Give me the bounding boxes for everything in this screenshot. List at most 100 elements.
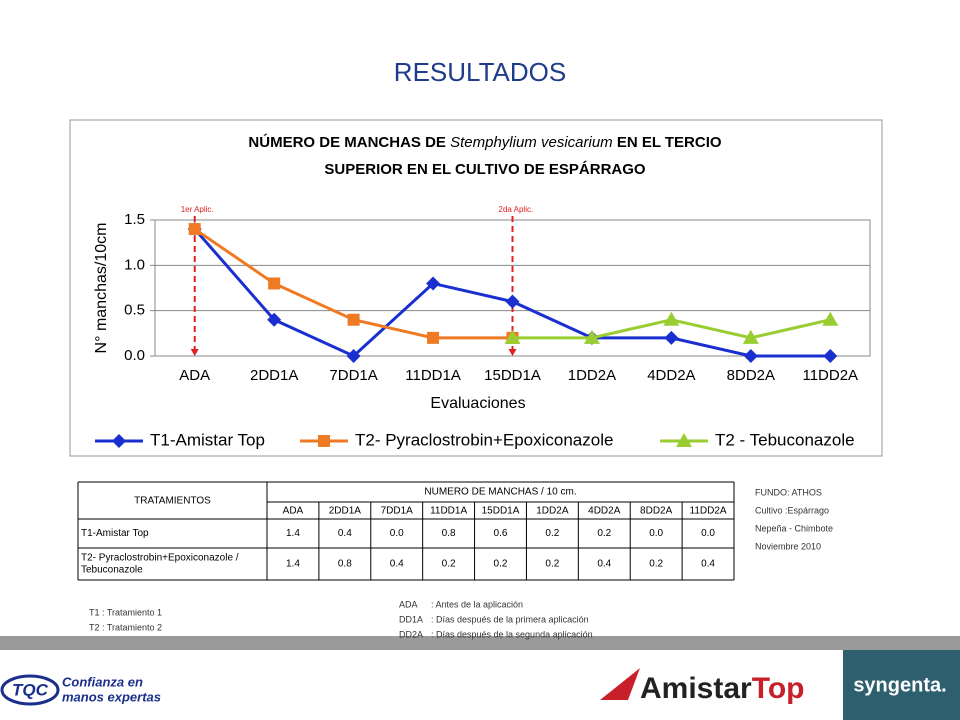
column-header: 1DD2A bbox=[536, 506, 569, 517]
marker bbox=[112, 434, 126, 448]
table-cell: 0.2 bbox=[442, 559, 456, 570]
y-axis-label: N° manchas/10cm bbox=[93, 223, 110, 354]
column-header: 8DD2A bbox=[640, 506, 673, 517]
title-part: NÚMERO DE MANCHAS DE bbox=[248, 133, 450, 151]
table-header: TRATAMIENTOS bbox=[134, 496, 211, 507]
table-cell: 0.2 bbox=[545, 528, 559, 539]
treatment-note: T2 : Tratamiento 2 bbox=[89, 622, 162, 632]
table-cell: 1.4 bbox=[286, 559, 300, 570]
marker bbox=[426, 276, 441, 291]
footer-bar bbox=[0, 636, 960, 650]
x-tick-label: 11DD1A bbox=[405, 367, 461, 384]
y-tick-label: 1.5 bbox=[124, 211, 145, 228]
row-label: T1-Amistar Top bbox=[81, 528, 149, 539]
column-header: 7DD1A bbox=[381, 506, 414, 517]
x-tick-label: ADA bbox=[179, 367, 210, 384]
product-logo bbox=[600, 668, 640, 700]
legend-label: T2- Pyraclostrobin+Epoxiconazole bbox=[355, 430, 613, 449]
title-part: Stemphylium vesicarium bbox=[450, 134, 613, 151]
marker bbox=[583, 329, 600, 344]
abbreviation: DD2A bbox=[399, 629, 423, 639]
slide-title: RESULTADOS bbox=[394, 57, 566, 87]
column-header: 4DD2A bbox=[588, 506, 621, 517]
table-cell: 0.0 bbox=[390, 528, 404, 539]
table-cell: 0.4 bbox=[701, 559, 715, 570]
marker bbox=[505, 294, 520, 309]
product-part: Top bbox=[752, 672, 805, 705]
tqc: TQC bbox=[12, 680, 49, 699]
table-cell: 0.8 bbox=[338, 559, 352, 570]
table-cell: 0.0 bbox=[701, 528, 715, 539]
table-cell: 0.0 bbox=[649, 528, 663, 539]
marker bbox=[676, 433, 692, 447]
title-part: EN EL TERCIO bbox=[613, 134, 722, 151]
x-tick-label: 4DD2A bbox=[647, 367, 695, 384]
y-tick-label: 1.0 bbox=[124, 256, 145, 273]
table-cell: 0.2 bbox=[649, 559, 663, 570]
product: AmistarTop bbox=[640, 672, 804, 705]
column-header: 15DD1A bbox=[482, 506, 520, 517]
brand: syngenta. bbox=[853, 674, 946, 696]
y-tick-label: 0.0 bbox=[124, 347, 145, 364]
abbreviation: DD1A bbox=[399, 614, 423, 624]
slogan: Confianza en bbox=[62, 674, 143, 689]
annotation-arrow bbox=[508, 349, 517, 356]
x-tick-label: 8DD2A bbox=[727, 367, 775, 384]
tqc-logo bbox=[0, 674, 60, 706]
annotation: 1er Aplic. bbox=[181, 205, 214, 214]
marker bbox=[823, 349, 838, 363]
abbreviation: ADA bbox=[399, 599, 418, 609]
column-header: 11DD2A bbox=[690, 506, 727, 517]
marker bbox=[267, 312, 282, 327]
info: FUNDO: ATHOS bbox=[755, 487, 822, 497]
table-group-header: NUMERO DE MANCHAS / 10 cm. bbox=[424, 487, 576, 498]
chart-title: NÚMERO DE MANCHAS DE Stemphylium vesicar… bbox=[248, 133, 721, 151]
marker bbox=[346, 349, 361, 363]
x-tick-label: 11DD2A bbox=[802, 367, 858, 384]
row-label: Tebuconazole bbox=[81, 565, 143, 576]
table-cell: 0.2 bbox=[494, 559, 508, 570]
table-cell: 0.4 bbox=[597, 559, 611, 570]
table-cell: 0.2 bbox=[597, 528, 611, 539]
marker bbox=[188, 223, 201, 236]
marker bbox=[504, 329, 521, 344]
info: Nepeña - Chimbote bbox=[755, 523, 833, 533]
column-header: ADA bbox=[283, 506, 304, 517]
x-axis-label: Evaluaciones bbox=[430, 395, 525, 412]
marker bbox=[742, 329, 759, 344]
marker bbox=[822, 311, 839, 326]
info: Cultivo :Espárrago bbox=[755, 505, 829, 515]
info: Noviembre 2010 bbox=[755, 541, 821, 551]
marker bbox=[427, 331, 440, 344]
table-cell: 0.4 bbox=[338, 528, 352, 539]
abbreviation-meaning: : Antes de la aplicación bbox=[431, 599, 523, 609]
row-label: T2- Pyraclostrobin+Epoxiconazole / bbox=[81, 553, 239, 564]
annotation-arrow bbox=[190, 349, 199, 356]
marker bbox=[664, 330, 679, 345]
marker bbox=[347, 313, 360, 326]
x-tick-label: 2DD1A bbox=[250, 367, 298, 384]
table-cell: 0.8 bbox=[442, 528, 456, 539]
x-tick-label: 7DD1A bbox=[329, 367, 377, 384]
table-cell: 0.4 bbox=[390, 559, 404, 570]
abbreviation-meaning: : Días después de la segunda aplicación bbox=[431, 629, 593, 639]
brand-box bbox=[843, 650, 960, 720]
table-cell: 0.2 bbox=[545, 559, 559, 570]
y-tick-label: 0.5 bbox=[124, 302, 145, 319]
product-part: Amistar bbox=[640, 672, 752, 705]
x-tick-label: 1DD2A bbox=[568, 367, 616, 384]
legend-label: T1-Amistar Top bbox=[150, 430, 265, 449]
marker bbox=[318, 435, 330, 447]
legend-label: T2 - Tebuconazole bbox=[715, 430, 855, 449]
chart-title: SUPERIOR EN EL CULTIVO DE ESPÁRRAGO bbox=[324, 161, 645, 178]
x-tick-label: 15DD1A bbox=[484, 367, 541, 384]
marker bbox=[268, 277, 281, 290]
table-cell: 1.4 bbox=[286, 528, 300, 539]
marker bbox=[663, 311, 680, 326]
treatment-note: T1 : Tratamiento 1 bbox=[89, 607, 162, 617]
annotation: 2da Aplic. bbox=[499, 205, 534, 214]
column-header: 2DD1A bbox=[329, 506, 362, 517]
column-header: 11DD1A bbox=[430, 506, 467, 517]
abbreviation-meaning: : Días después de la primera aplicación bbox=[431, 614, 589, 624]
